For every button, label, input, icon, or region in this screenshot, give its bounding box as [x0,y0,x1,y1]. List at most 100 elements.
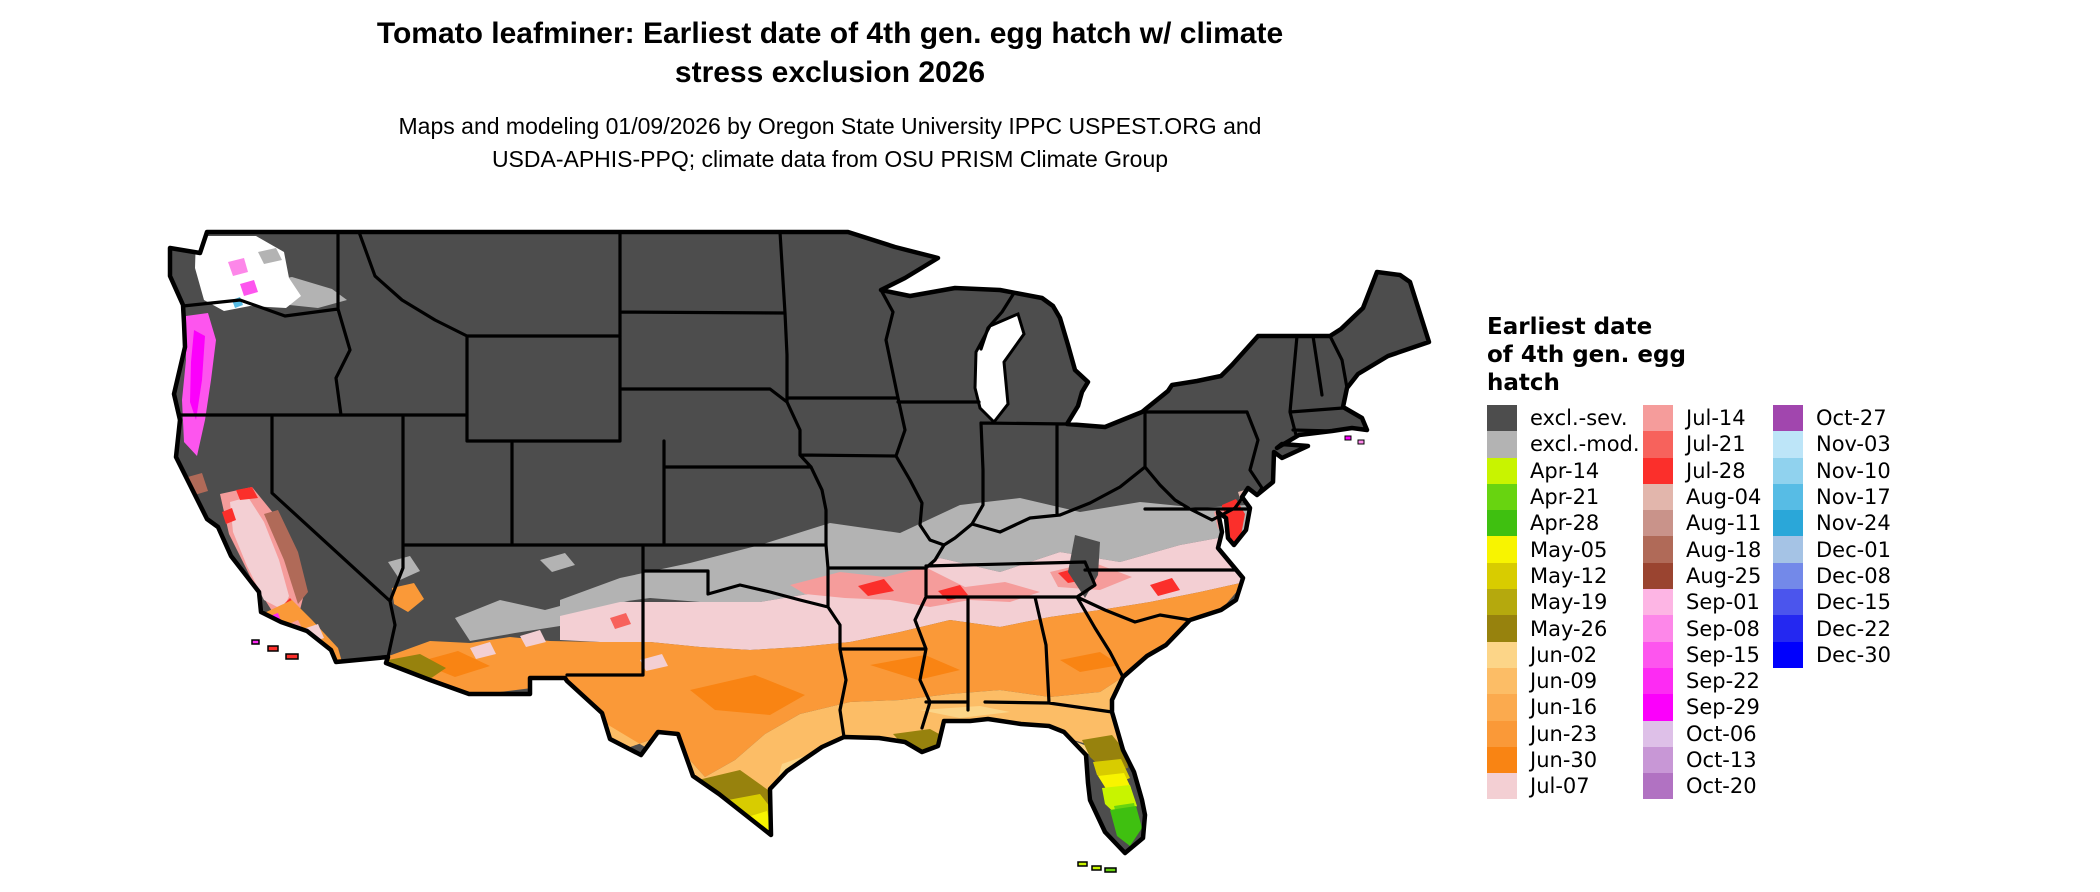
legend-item: Dec-15 [1773,589,1891,616]
legend-swatch [1643,694,1673,721]
legend-swatch [1643,457,1673,484]
legend-label: Nov-17 [1816,485,1891,510]
legend-label: Sep-08 [1686,616,1760,641]
us-coastline-outline [167,229,1432,856]
legend-label: Nov-03 [1816,432,1891,457]
region-appalachian-excluded-finger [1068,535,1100,598]
legend-swatch [1487,641,1517,668]
legend-swatch [1643,510,1673,537]
region-ncal-jul21-speck [196,535,214,552]
legend-item: May-26 [1487,615,1640,642]
legend-item: excl.-sev. [1487,405,1640,432]
legend-item: Jun-23 [1487,720,1640,747]
legend-swatch [1773,431,1803,458]
region-central-valley-jul07-core [230,497,289,610]
legend-item: Jun-16 [1487,694,1640,721]
legend-swatch [1773,405,1803,432]
legend-item: Aug-11 [1643,510,1761,537]
legend-swatch [1643,431,1673,458]
legend-item: Sep-08 [1643,615,1761,642]
legend-label: Jun-02 [1530,642,1598,667]
legend-label: Jun-23 [1530,721,1598,746]
legend-label: May-05 [1530,537,1608,562]
legend-item: Apr-21 [1487,483,1640,511]
legend-item: Nov-10 [1773,457,1891,484]
legend-swatch [1487,694,1517,721]
legend-item: Nov-03 [1773,431,1891,458]
legend-item: Jun-02 [1487,641,1640,668]
legend-item: Sep-29 [1643,694,1761,721]
legend-label: Apr-21 [1530,485,1600,510]
legend-item: Sep-15 [1643,641,1761,668]
legend-swatch [1487,720,1517,747]
subtitle-line-1: Maps and modeling 01/09/2026 by Oregon S… [398,113,1262,139]
legend-swatch [1643,589,1673,616]
legend-swatch [1643,405,1673,432]
legend-column-3: Oct-27 Nov-03 Nov-10 Nov-17 Nov-24 Dec-01 Dec-… [1773,405,1891,668]
legend-label: Aug-18 [1686,537,1762,562]
legend-label: Aug-25 [1686,563,1762,588]
legend-item: Jul-07 [1487,773,1640,800]
legend-label: Dec-30 [1816,642,1891,667]
legend-item: Nov-24 [1773,510,1891,537]
legend-swatch [1643,641,1673,668]
legend-swatch [1643,720,1673,747]
region-apr28-florida-tip [1110,806,1142,846]
region-may05-blobs [744,773,1131,846]
legend-item: Jun-09 [1487,667,1640,695]
legend-swatch [1773,536,1803,563]
florida-keys [1077,861,1117,873]
legend-label: Oct-06 [1686,721,1757,746]
legend-swatch [1643,615,1673,642]
region-sw-jul21-speck [610,613,631,629]
cape-cod-islands [1344,435,1365,445]
legend-label: Sep-22 [1686,669,1760,694]
legend-swatch [1773,483,1803,511]
legend-swatch [1773,641,1803,668]
legend-title-line-1: Earliest date [1487,314,1653,340]
region-apr14-florida [756,785,1137,848]
legend-swatch [1643,667,1673,695]
legend-label: May-19 [1530,590,1608,615]
legend-swatch [1487,746,1517,774]
legend-label: Jul-07 [1530,774,1590,799]
region-wa-sep15-speck [240,280,258,296]
legend-item: Dec-22 [1773,615,1891,642]
figure-subtitle: Maps and modeling 01/09/2026 by Oregon S… [0,110,1660,176]
legend-item: May-05 [1487,536,1640,563]
legend-swatch [1643,746,1673,774]
legend-column-1: excl.-sev. excl.-mod. Apr-14 Apr-21 Apr-28 Ma… [1487,405,1640,800]
legend-label: Jul-21 [1686,432,1746,457]
region-snv-orange-blob [392,583,424,612]
legend-label: Apr-14 [1530,458,1600,483]
legend-label: Nov-24 [1816,511,1891,536]
legend-swatch [1773,510,1803,537]
legend-item: Aug-04 [1643,483,1761,511]
legend-label: Dec-15 [1816,590,1891,615]
legend-title-line-2: of 4th gen. egg [1487,342,1686,368]
legend-item: Jun-30 [1487,746,1640,774]
legend-item: Oct-06 [1643,720,1761,747]
legend-swatch [1487,615,1517,642]
legend-swatch [1643,562,1673,590]
figure-title: Tomato leafminer: Earliest date of 4th g… [0,14,1660,92]
legend-swatch [1643,536,1673,563]
region-ncal-sep08-speck [186,519,205,538]
legend-swatch [1773,562,1803,590]
legend-swatch [1487,431,1517,458]
region-wa-gray-speck [258,248,282,264]
legend-swatch [1643,773,1673,800]
subtitle-line-2: USDA-APHIS-PPQ; climate data from OSU PR… [491,146,1169,172]
legend-label: Oct-13 [1686,748,1757,772]
region-jun30-accents [418,651,1120,715]
legend-label: Sep-29 [1686,695,1760,720]
legend-label: Nov-10 [1816,458,1891,483]
legend-swatch [1487,457,1517,484]
region-sierra-foothill-aug18 [264,510,308,604]
legend-label: Jun-09 [1530,669,1598,694]
region-oregon-sep29-core [190,330,205,420]
legend-item: Sep-22 [1643,667,1761,695]
legend-label: Jul-14 [1686,406,1746,431]
